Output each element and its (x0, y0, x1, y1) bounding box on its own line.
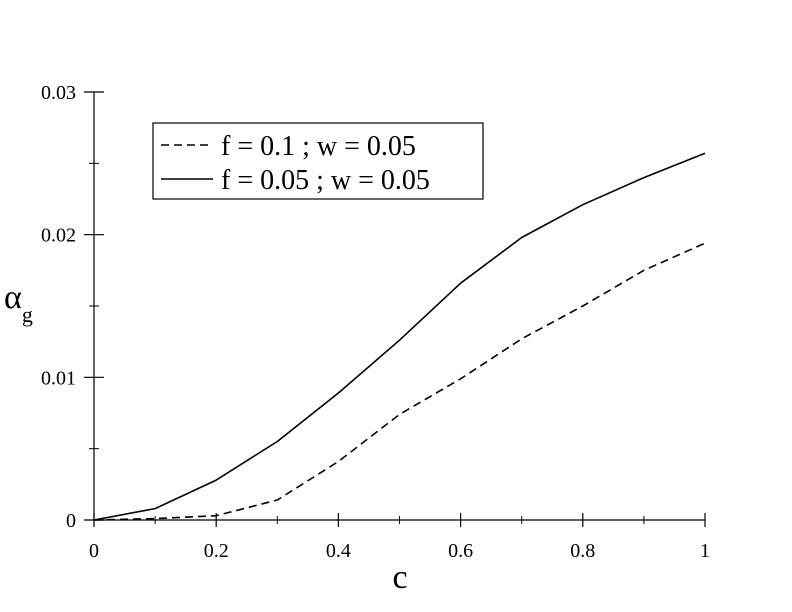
y-tick-label: 0.01 (41, 367, 76, 389)
x-tick-label: 0.2 (204, 540, 229, 562)
legend: f = 0.1 ; w = 0.05f = 0.05 ; w = 0.05 (152, 122, 484, 200)
y-tick-label: 0 (66, 510, 76, 532)
y-axis-title: αg (4, 279, 33, 327)
y-axis-title-subscript: g (22, 302, 33, 327)
x-tick-label: 0.6 (448, 540, 473, 562)
legend-label-1: f = 0.1 ; w = 0.05 (221, 131, 416, 162)
y-axis-title-symbol: α (4, 279, 22, 316)
series-line-2 (93, 152, 706, 521)
series-line-1 (93, 242, 706, 521)
x-tick-label: 0 (89, 540, 99, 562)
x-axis-title: c (392, 559, 407, 596)
plot-lines (93, 152, 706, 521)
y-tick-label: 0.02 (41, 225, 76, 247)
x-tick-label: 0.4 (326, 540, 351, 562)
y-tick-label: 0.03 (41, 82, 76, 104)
legend-label-2: f = 0.05 ; w = 0.05 (221, 165, 430, 196)
axes: 0 0.2 0.4 0.6 0.8 1 0 0.01 0.02 0.03 (41, 82, 710, 562)
legend-box (152, 122, 484, 200)
x-tick-label: 1 (700, 540, 710, 562)
x-tick-label: 0.8 (570, 540, 595, 562)
